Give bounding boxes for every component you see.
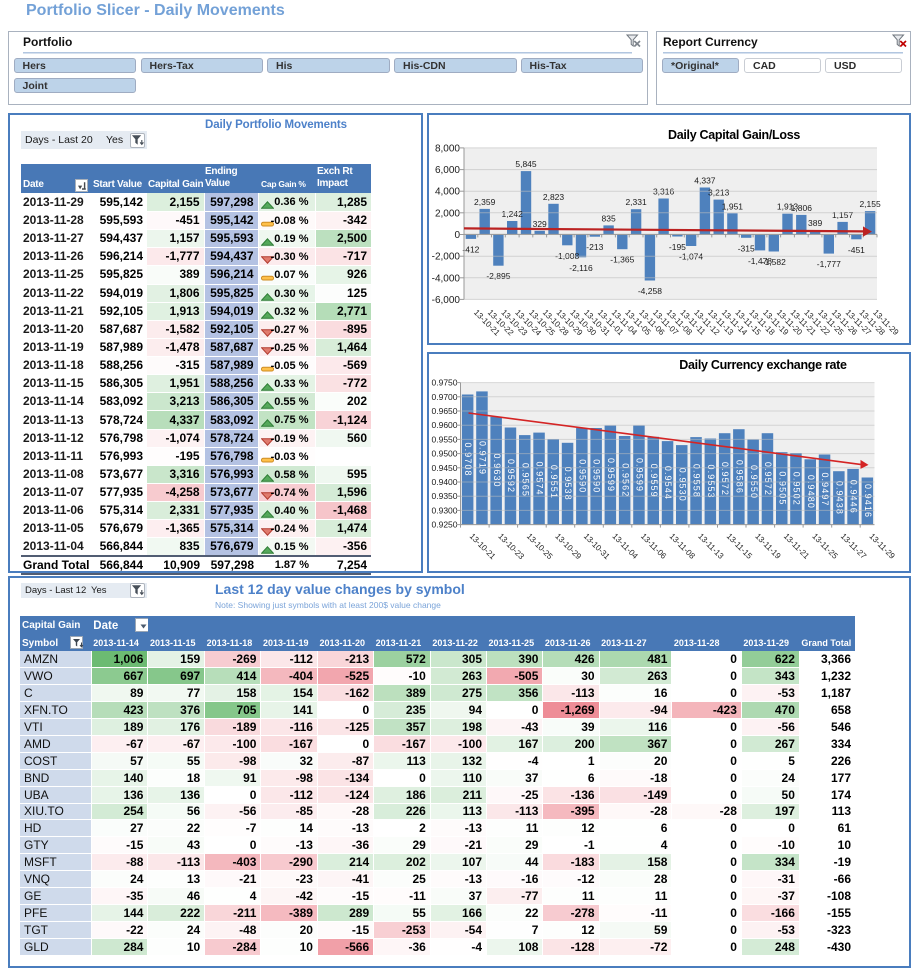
svg-text:0.9538: 0.9538 (563, 467, 573, 501)
svg-text:0.9599: 0.9599 (635, 458, 645, 492)
svg-text:5,845: 5,845 (515, 159, 537, 169)
svg-text:13-11-13: 13-11-13 (696, 532, 725, 561)
svg-text:0.9438: 0.9438 (834, 481, 844, 515)
svg-text:0.9497: 0.9497 (820, 472, 830, 506)
svg-text:-195: -195 (669, 242, 686, 252)
svg-text:13-10-31: 13-10-31 (582, 532, 612, 562)
svg-text:835: 835 (602, 213, 616, 223)
svg-text:0.9500: 0.9500 (432, 449, 458, 459)
svg-text:13-10-25: 13-10-25 (525, 532, 555, 562)
svg-text:13-11-04: 13-11-04 (610, 532, 639, 561)
svg-text:329: 329 (533, 219, 547, 229)
svg-text:4,337: 4,337 (694, 176, 716, 186)
svg-text:-6,000: -6,000 (432, 295, 461, 306)
svg-text:0.9600: 0.9600 (432, 420, 458, 430)
svg-text:13-10-23: 13-10-23 (496, 532, 526, 562)
svg-text:1,157: 1,157 (832, 210, 854, 220)
svg-text:0.9480: 0.9480 (806, 475, 816, 509)
svg-text:0.9350: 0.9350 (432, 491, 458, 501)
svg-text:389: 389 (808, 218, 822, 228)
svg-text:1,951: 1,951 (722, 201, 744, 211)
svg-text:0.9572: 0.9572 (720, 462, 730, 496)
svg-text:13-11-21: 13-11-21 (782, 532, 811, 561)
svg-text:0.9559: 0.9559 (649, 464, 659, 498)
svg-text:0.9719: 0.9719 (478, 441, 488, 475)
svg-text:0.9586: 0.9586 (735, 460, 745, 494)
svg-text:0.9505: 0.9505 (777, 471, 787, 505)
svg-text:-2,116: -2,116 (569, 263, 593, 273)
svg-text:0.9572: 0.9572 (763, 462, 773, 496)
svg-text:13-11-27: 13-11-27 (839, 532, 868, 561)
svg-text:0.9544: 0.9544 (663, 466, 673, 500)
svg-text:0.9416: 0.9416 (863, 484, 873, 518)
svg-text:2,823: 2,823 (543, 192, 565, 202)
svg-text:4,000: 4,000 (435, 187, 460, 198)
svg-text:-1,777: -1,777 (817, 259, 841, 269)
svg-text:0.9708: 0.9708 (463, 443, 473, 477)
svg-text:-4,258: -4,258 (638, 286, 662, 296)
svg-text:13-11-15: 13-11-15 (725, 532, 754, 561)
svg-text:-2,000: -2,000 (432, 252, 461, 263)
svg-text:8,000: 8,000 (435, 143, 460, 154)
svg-text:0.9530: 0.9530 (677, 468, 687, 502)
svg-text:6,000: 6,000 (435, 165, 460, 176)
svg-text:0.9446: 0.9446 (849, 480, 859, 514)
svg-text:0.9574: 0.9574 (535, 462, 545, 496)
svg-text:13-10-21: 13-10-21 (468, 532, 498, 562)
svg-text:3,213: 3,213 (708, 188, 730, 198)
svg-text:2,331: 2,331 (625, 197, 647, 207)
svg-text:-451: -451 (848, 245, 865, 255)
svg-text:0.9562: 0.9562 (620, 463, 630, 497)
svg-text:0.9592: 0.9592 (506, 459, 516, 493)
svg-text:0.9400: 0.9400 (432, 477, 458, 487)
svg-text:0.9300: 0.9300 (432, 505, 458, 515)
svg-text:-1,365: -1,365 (610, 255, 634, 265)
svg-text:-213: -213 (586, 242, 603, 252)
svg-text:2,359: 2,359 (474, 197, 496, 207)
svg-text:0.9502: 0.9502 (792, 472, 802, 506)
svg-text:-2,895: -2,895 (486, 271, 510, 281)
svg-text:2,155: 2,155 (859, 199, 881, 209)
svg-text:0.9630: 0.9630 (492, 454, 502, 488)
svg-text:-315: -315 (738, 243, 755, 253)
svg-text:-1,478: -1,478 (748, 256, 772, 266)
svg-text:0.9250: 0.9250 (432, 520, 458, 530)
svg-text:2,000: 2,000 (435, 208, 460, 219)
svg-text:0.9590: 0.9590 (577, 459, 587, 493)
svg-text:0.9558: 0.9558 (692, 464, 702, 498)
svg-text:0.9599: 0.9599 (606, 458, 616, 492)
svg-text:0.9700: 0.9700 (432, 392, 458, 402)
svg-text:1,242: 1,242 (502, 209, 524, 219)
svg-text:0.9550: 0.9550 (432, 434, 458, 444)
svg-text:13-10-29: 13-10-29 (553, 532, 583, 562)
svg-text:1,913: 1,913 (777, 202, 799, 212)
svg-text:13-11-19: 13-11-19 (753, 532, 782, 561)
svg-text:13-11-29: 13-11-29 (867, 532, 896, 561)
svg-text:0.9590: 0.9590 (592, 459, 602, 493)
svg-text:0.9565: 0.9565 (520, 463, 530, 497)
svg-text:13-11-08: 13-11-08 (668, 532, 697, 561)
svg-text:-412: -412 (462, 244, 479, 254)
svg-text:13-11-06: 13-11-06 (639, 532, 668, 561)
svg-text:1,806: 1,806 (791, 203, 813, 213)
svg-text:13-11-25: 13-11-25 (810, 532, 839, 561)
svg-text:0.9650: 0.9650 (432, 406, 458, 416)
svg-text:0.9750: 0.9750 (432, 378, 458, 388)
svg-text:0: 0 (454, 230, 460, 241)
svg-text:-1,582: -1,582 (762, 257, 786, 267)
svg-text:-4,000: -4,000 (432, 273, 461, 284)
svg-text:0.9450: 0.9450 (432, 463, 458, 473)
